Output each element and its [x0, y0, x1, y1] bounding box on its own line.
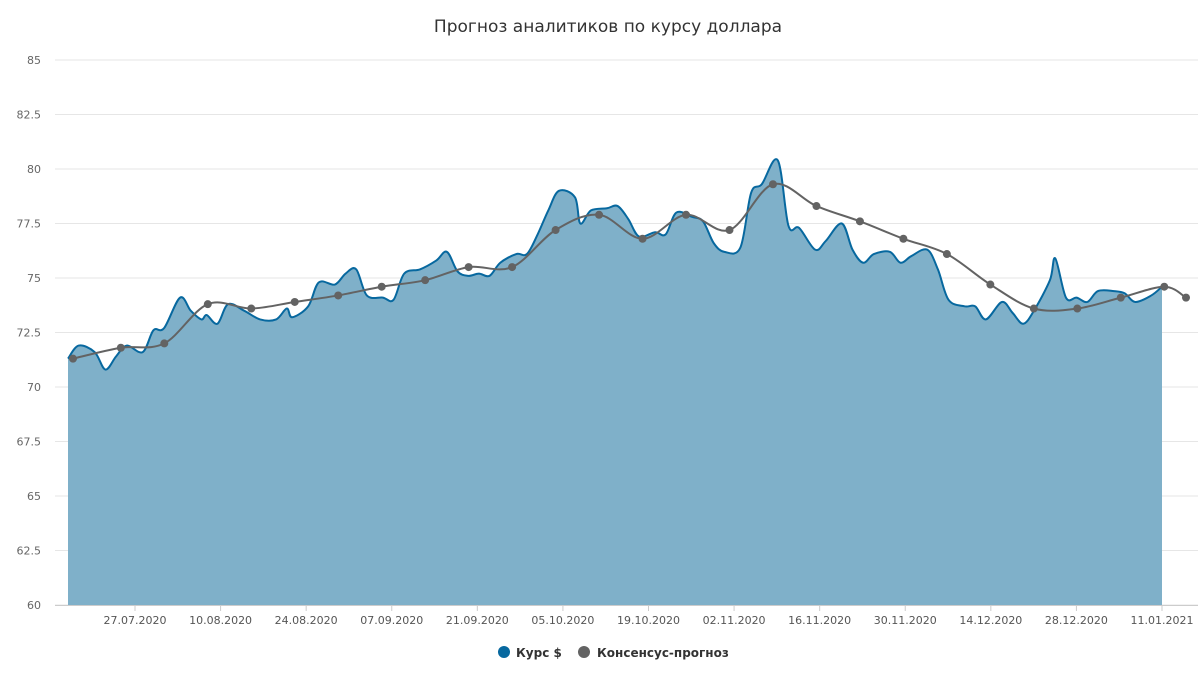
legend[interactable]: Курс $ Консенсус-прогноз [498, 646, 729, 660]
consensus-point[interactable] [160, 339, 169, 348]
y-tick-label: 72.5 [17, 327, 42, 340]
consensus-point[interactable] [1073, 304, 1082, 313]
consensus-point[interactable] [986, 280, 995, 289]
consensus-point[interactable] [290, 297, 299, 306]
x-tick-label: 27.07.2020 [104, 614, 167, 627]
legend-item-kurs[interactable]: Курс $ [498, 646, 562, 660]
x-tick-label: 07.09.2020 [360, 614, 423, 627]
x-tick-label: 21.09.2020 [446, 614, 509, 627]
consensus-point[interactable] [203, 300, 212, 309]
y-tick-label: 75 [27, 272, 41, 285]
consensus-point[interactable] [812, 202, 821, 211]
consensus-point[interactable] [1182, 293, 1190, 302]
x-tick-label: 10.08.2020 [189, 614, 252, 627]
consensus-point[interactable] [464, 263, 473, 272]
legend-label-kurs[interactable]: Курс $ [516, 646, 562, 660]
chart-title: Прогноз аналитиков по курсу доллара [434, 17, 782, 37]
x-tick-label: 19.10.2020 [617, 614, 680, 627]
x-tick-label: 11.01.2021 [1131, 614, 1194, 627]
y-tick-label: 67.5 [17, 436, 42, 449]
y-tick-label: 85 [27, 54, 41, 67]
consensus-point[interactable] [551, 226, 560, 235]
consensus-point[interactable] [682, 210, 691, 219]
consensus-point[interactable] [116, 343, 125, 352]
consensus-point[interactable] [1116, 293, 1125, 302]
x-tick-label: 24.08.2020 [275, 614, 338, 627]
legend-marker-consensus [578, 646, 590, 658]
legend-item-consensus[interactable]: Консенсус-прогноз [578, 646, 729, 660]
consensus-point[interactable] [942, 250, 951, 259]
consensus-point[interactable] [377, 282, 386, 291]
consensus-point[interactable] [768, 180, 777, 189]
consensus-point[interactable] [508, 263, 517, 272]
consensus-point[interactable] [595, 210, 604, 219]
y-tick-label: 60 [27, 599, 41, 612]
consensus-point[interactable] [334, 291, 343, 300]
x-tick-label: 02.11.2020 [703, 614, 766, 627]
y-tick-label: 62.5 [17, 545, 42, 558]
consensus-point[interactable] [1160, 282, 1169, 291]
x-tick-label: 16.11.2020 [788, 614, 851, 627]
y-tick-label: 65 [27, 490, 41, 503]
consensus-point[interactable] [855, 217, 864, 226]
x-tick-label: 30.11.2020 [874, 614, 937, 627]
y-tick-label: 77.5 [17, 218, 42, 231]
y-tick-label: 82.5 [17, 109, 42, 122]
consensus-point[interactable] [421, 276, 430, 285]
consensus-point[interactable] [725, 226, 734, 235]
consensus-point[interactable] [638, 234, 647, 243]
x-axis: 27.07.2020 10.08.2020 24.08.2020 07.09.2020… [104, 605, 1194, 627]
consensus-point[interactable] [247, 304, 256, 313]
y-tick-label: 70 [27, 381, 41, 394]
series-kurs-area [68, 159, 1162, 606]
consensus-point[interactable] [899, 234, 908, 243]
consensus-point[interactable] [69, 354, 77, 363]
consensus-point[interactable] [1029, 304, 1038, 313]
x-tick-label: 05.10.2020 [531, 614, 594, 627]
x-tick-label: 14.12.2020 [959, 614, 1022, 627]
x-tick-label: 28.12.2020 [1045, 614, 1108, 627]
y-axis: 60 62.5 65 67.5 70 72.5 75 77.5 80 82.5 85 [17, 54, 42, 612]
legend-marker-kurs [498, 646, 510, 658]
y-tick-label: 80 [27, 163, 41, 176]
plot-area [67, 158, 1190, 606]
legend-label-consensus[interactable]: Консенсус-прогноз [597, 646, 729, 660]
series-kurs-line [67, 158, 1163, 371]
